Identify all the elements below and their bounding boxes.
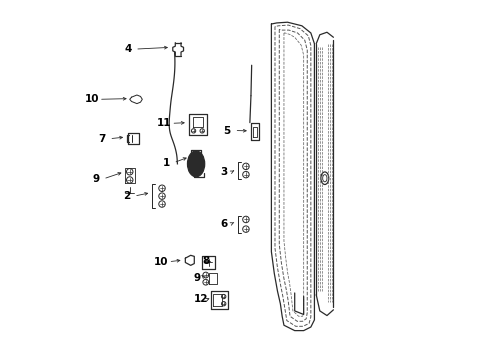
- Text: 10: 10: [84, 94, 99, 104]
- Text: 9: 9: [92, 174, 100, 184]
- Text: 10: 10: [154, 257, 168, 267]
- Text: 4: 4: [124, 44, 131, 54]
- Text: 3: 3: [220, 167, 227, 177]
- Ellipse shape: [187, 151, 204, 177]
- Text: 12: 12: [193, 294, 207, 304]
- Text: 11: 11: [157, 118, 171, 128]
- Text: 7: 7: [98, 134, 105, 144]
- Text: 2: 2: [123, 191, 130, 201]
- Text: 6: 6: [220, 219, 227, 229]
- Text: 1: 1: [163, 158, 170, 168]
- Text: 5: 5: [223, 126, 230, 135]
- Text: 8: 8: [202, 256, 209, 266]
- Text: 9: 9: [193, 273, 200, 283]
